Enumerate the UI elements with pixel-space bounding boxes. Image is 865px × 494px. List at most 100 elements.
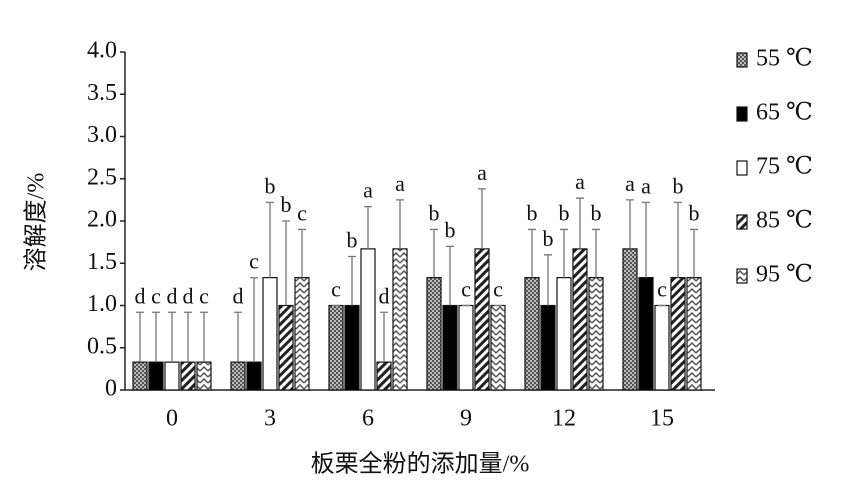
bar xyxy=(180,361,196,391)
bar xyxy=(556,277,572,391)
bar xyxy=(540,304,556,391)
error-bar xyxy=(250,276,258,363)
significance-letter: a xyxy=(625,171,635,196)
bar xyxy=(490,304,506,391)
error-bar xyxy=(674,201,682,278)
significance-letter: c xyxy=(331,277,341,302)
significance-letter: b xyxy=(559,200,570,225)
error-bar xyxy=(168,311,176,363)
x-tick-label: 9 xyxy=(460,406,472,432)
bar xyxy=(524,277,540,391)
legend-swatch xyxy=(736,160,748,176)
significance-letter: d xyxy=(233,283,244,308)
significance-letter: b xyxy=(591,200,602,225)
significance-letter: b xyxy=(429,200,440,225)
x-tick-label: 0 xyxy=(166,406,178,432)
y-tick-label: 1.5 xyxy=(87,249,117,275)
error-bar xyxy=(234,311,242,363)
significance-letter: d xyxy=(379,283,390,308)
bar xyxy=(328,304,344,391)
significance-letter: c xyxy=(297,200,307,225)
significance-letter: b xyxy=(347,228,358,253)
bar xyxy=(588,277,604,391)
bar xyxy=(638,277,654,391)
bar xyxy=(392,248,408,391)
legend-label: 55 ℃ xyxy=(756,46,813,72)
y-tick-label: 2.0 xyxy=(87,207,117,233)
bar xyxy=(230,361,246,391)
significance-letter: b xyxy=(265,173,276,198)
error-bar xyxy=(626,199,634,249)
error-bar xyxy=(380,311,388,363)
y-axis-title: 溶解度/% xyxy=(23,173,50,272)
bar xyxy=(654,304,670,391)
bar xyxy=(344,304,360,391)
error-bar xyxy=(478,188,486,249)
bar xyxy=(670,277,686,391)
error-bar xyxy=(184,311,192,363)
significance-letter: c xyxy=(657,277,667,302)
significance-letter: c xyxy=(151,283,161,308)
y-tick-label: 0 xyxy=(105,376,117,402)
significance-letter: c xyxy=(461,277,471,302)
significance-letter: c xyxy=(493,277,503,302)
significance-letter: c xyxy=(249,249,259,274)
bar xyxy=(196,361,212,391)
x-tick-label: 12 xyxy=(552,406,576,432)
bar xyxy=(376,361,392,391)
bar xyxy=(426,277,442,391)
error-bar xyxy=(136,311,144,363)
legend-swatch xyxy=(736,106,748,122)
legend-label: 85 ℃ xyxy=(756,208,813,234)
significance-letter: b xyxy=(689,200,700,225)
error-bar xyxy=(690,228,698,278)
bar xyxy=(294,277,310,391)
bar xyxy=(442,304,458,391)
significance-letter: c xyxy=(199,283,209,308)
y-tick-label: 3.0 xyxy=(87,122,117,148)
significance-letter: a xyxy=(363,178,373,203)
error-bar xyxy=(364,205,372,249)
bar xyxy=(622,248,638,391)
bar xyxy=(262,277,278,391)
y-tick-label: 1.0 xyxy=(87,291,117,317)
legend-swatch xyxy=(736,52,748,68)
legend-label: 95 ℃ xyxy=(756,262,813,288)
significance-letter: a xyxy=(641,173,651,198)
significance-letter: b xyxy=(673,173,684,198)
error-bar xyxy=(560,228,568,278)
x-axis-title: 板栗全粉的添加量/% xyxy=(311,451,530,478)
significance-letter: d xyxy=(167,283,178,308)
error-bar xyxy=(544,254,552,306)
significance-letter: b xyxy=(281,192,292,217)
x-tick-label: 6 xyxy=(362,406,374,432)
significance-letter: b xyxy=(543,226,554,251)
legend-label: 65 ℃ xyxy=(756,100,813,126)
x-tick-label: 3 xyxy=(264,406,276,432)
error-bar xyxy=(282,220,290,306)
y-tick-label: 2.5 xyxy=(87,164,117,190)
bar xyxy=(148,361,164,391)
legend-swatch xyxy=(736,214,748,230)
x-tick-label: 15 xyxy=(650,406,674,432)
bar xyxy=(278,304,294,391)
error-bar xyxy=(430,228,438,278)
y-tick-label: 0.5 xyxy=(87,333,117,359)
significance-letter: b xyxy=(527,200,538,225)
bar xyxy=(360,248,376,391)
error-bar xyxy=(152,311,160,363)
error-bar xyxy=(348,255,356,306)
bar xyxy=(686,277,702,391)
significance-letter: a xyxy=(477,160,487,185)
significance-letter: d xyxy=(135,283,146,308)
bar xyxy=(572,248,588,391)
significance-letter: a xyxy=(575,169,585,194)
y-tick-label: 3.5 xyxy=(87,80,117,106)
error-bar xyxy=(528,228,536,278)
error-bar xyxy=(396,199,404,249)
y-tick-label: 4.0 xyxy=(87,38,117,64)
error-bar xyxy=(200,311,208,363)
error-bar xyxy=(642,201,650,278)
bar xyxy=(164,361,180,391)
